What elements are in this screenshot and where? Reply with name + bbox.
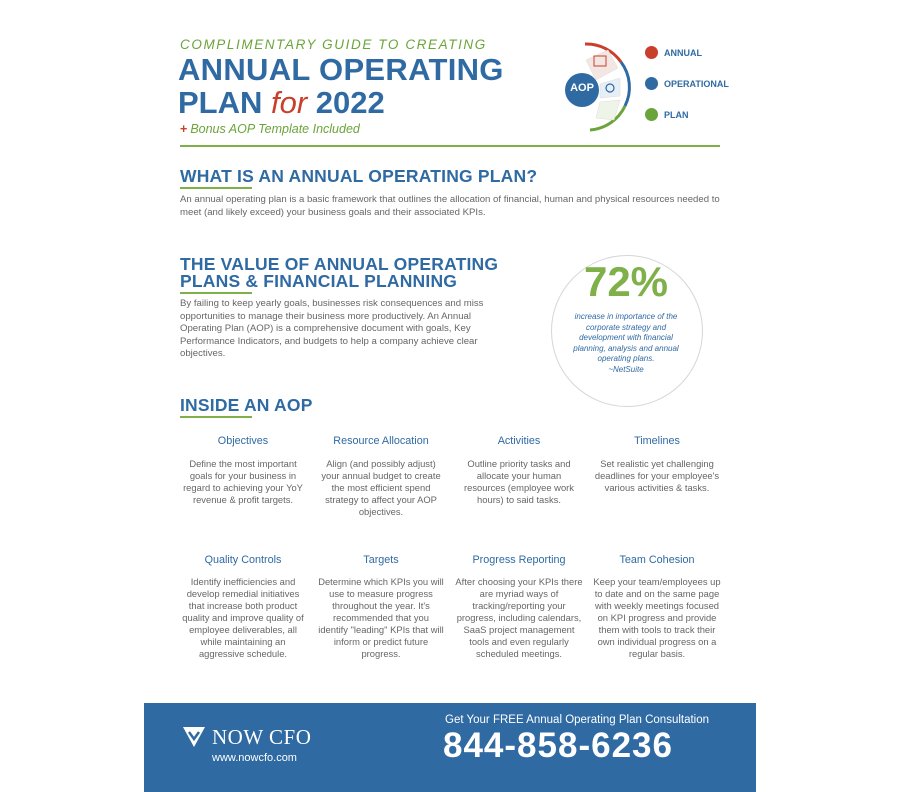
item-quality-title: Quality Controls bbox=[204, 554, 282, 566]
phone-number[interactable]: 844-858-6236 bbox=[443, 726, 673, 765]
section-value-body: By failing to keep yearly goals, busines… bbox=[180, 298, 484, 359]
item-objectives-text: Define the most important goals for your… bbox=[183, 458, 303, 505]
stat-description: increase in importance of the corporate … bbox=[568, 312, 684, 375]
blue-dot-icon bbox=[645, 77, 658, 90]
item-resource-title: Resource Allocation bbox=[333, 435, 429, 447]
stat-value: 72% bbox=[583, 258, 669, 305]
stat-source: ~NetSuite bbox=[608, 364, 644, 374]
calendar-icon bbox=[593, 55, 607, 67]
arc-plan-icon bbox=[589, 105, 627, 132]
item-progress-text: After choosing your KPIs there are myria… bbox=[455, 576, 583, 659]
guide-kicker: COMPLIMENTARY GUIDE TO CREATING bbox=[180, 37, 487, 52]
brand-url[interactable]: www.nowcfo.com bbox=[212, 752, 297, 764]
arc-operational-icon bbox=[619, 61, 631, 107]
legend-plan: PLAN bbox=[645, 108, 689, 121]
section-value-underline bbox=[180, 292, 252, 294]
title-plan: PLAN bbox=[178, 85, 271, 120]
brand-name: NOW CFO bbox=[212, 725, 312, 749]
legend-plan-label: PLAN bbox=[664, 109, 689, 120]
arc-annual-icon bbox=[584, 42, 623, 63]
item-team-title: Team Cohesion bbox=[619, 554, 695, 566]
item-quality-text: Identify inefficiencies and develop reme… bbox=[182, 576, 304, 659]
section-inside-underline bbox=[180, 416, 252, 418]
title-for: for bbox=[271, 85, 308, 120]
section-inside-heading: INSIDE AN AOP bbox=[180, 395, 313, 415]
title-line-2: PLAN for 2022 bbox=[178, 85, 385, 121]
item-targets-text: Determine which KPIs you will use to mea… bbox=[318, 576, 444, 659]
section-what-heading: WHAT IS AN ANNUAL OPERATING PLAN? bbox=[180, 166, 538, 186]
footer-banner bbox=[144, 703, 756, 792]
item-objectives-title: Objectives bbox=[217, 435, 269, 447]
item-progress-title: Progress Reporting bbox=[472, 554, 566, 566]
item-timelines-text: Set realistic yet challenging deadlines … bbox=[594, 458, 720, 493]
item-team-text: Keep your team/employees up to date and … bbox=[593, 576, 721, 659]
aop-logo-graphic bbox=[565, 42, 631, 132]
legend-operational-label: OPERATIONAL bbox=[664, 78, 729, 89]
item-targets-title: Targets bbox=[363, 554, 399, 566]
gears-panel-icon bbox=[599, 77, 621, 99]
item-timelines-title: Timelines bbox=[634, 435, 680, 447]
section-what-body: An annual operating plan is a basic fram… bbox=[180, 194, 720, 218]
legend-annual-label: ANNUAL bbox=[664, 47, 702, 58]
legend-annual: ANNUAL bbox=[645, 46, 702, 59]
gear-icon bbox=[605, 83, 615, 93]
plan-panel-icon bbox=[595, 99, 621, 121]
aop-badge bbox=[565, 73, 599, 107]
item-activities-title: Activities bbox=[497, 435, 541, 447]
green-dot-icon bbox=[645, 108, 658, 121]
section-value-heading-2: PLANS & FINANCIAL PLANNING bbox=[180, 271, 458, 291]
header-divider bbox=[180, 145, 720, 147]
consultation-cta: Get Your FREE Annual Operating Plan Cons… bbox=[445, 714, 710, 726]
stat-text: increase in importance of the corporate … bbox=[573, 312, 679, 363]
plus-icon: + bbox=[180, 122, 188, 136]
section-what-underline bbox=[180, 187, 252, 189]
red-dot-icon bbox=[645, 46, 658, 59]
item-resource-text: Align (and possibly adjust) your annual … bbox=[321, 458, 441, 517]
bonus-note: + Bonus AOP Template Included bbox=[180, 122, 360, 136]
title-line-1: ANNUAL OPERATING bbox=[178, 52, 504, 87]
title-year: 2022 bbox=[307, 85, 385, 120]
bonus-text: Bonus AOP Template Included bbox=[190, 122, 360, 136]
item-activities-text: Outline priority tasks and allocate your… bbox=[464, 458, 574, 505]
section-value-heading-1: THE VALUE OF ANNUAL OPERATING bbox=[180, 254, 499, 274]
aop-badge-label: AOP bbox=[570, 82, 594, 94]
stat-circle bbox=[551, 255, 703, 407]
legend-operational: OPERATIONAL bbox=[645, 77, 729, 90]
nowcfo-logo-icon bbox=[183, 727, 205, 747]
